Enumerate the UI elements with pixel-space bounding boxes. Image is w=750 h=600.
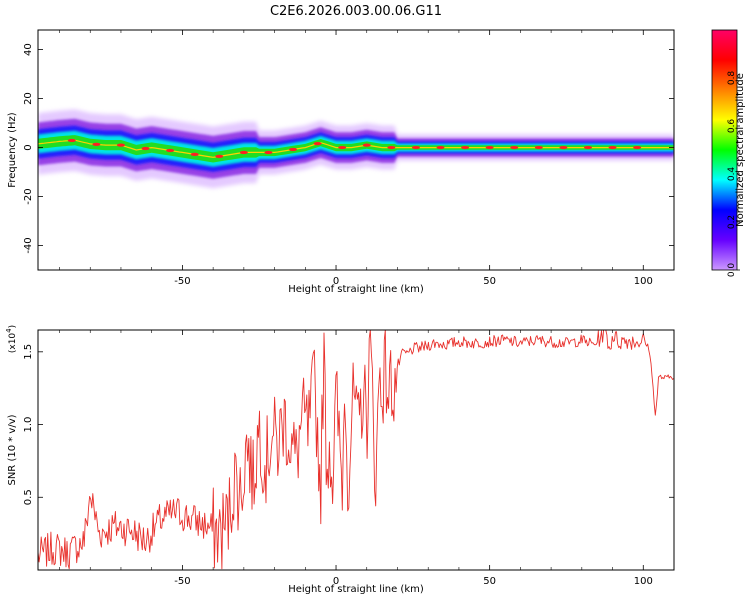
spectrogram-peak — [190, 152, 199, 157]
chart-title: C2E6.2026.003.00.06.G11 — [270, 4, 442, 19]
y-tick-label: -20 — [23, 188, 34, 204]
spectrogram-peak — [313, 142, 322, 146]
x-tick-label: 100 — [634, 276, 653, 287]
x-tick-label: -50 — [174, 576, 190, 587]
spectrogram-peak — [461, 145, 470, 150]
spectrogram-peak — [436, 145, 445, 150]
snr-frame — [37, 329, 675, 571]
spectrogram-peak — [289, 147, 298, 152]
spectrogram-peak — [116, 143, 125, 147]
x-tick-label: -50 — [174, 276, 190, 287]
colorbar-tick-label: 0.8 — [727, 71, 737, 86]
spectrogram-peak — [92, 142, 101, 146]
spectrogram-x-label: Height of straight line (km) — [288, 284, 424, 295]
snr-x-label: Height of straight line (km) — [288, 584, 424, 595]
spectrogram-peak — [166, 148, 175, 153]
snr-series-line — [38, 330, 674, 570]
colorbar-tick-label: 0.4 — [727, 167, 737, 182]
spectrogram-frame — [37, 29, 675, 271]
snr-panel: -50 0 50 100 0.5 1.0 1.5 SNR (10 * v/v) Height… — [5, 325, 675, 595]
spectrogram-peak — [338, 145, 347, 150]
spectrogram-peak — [264, 150, 273, 155]
colorbar-tick-label: 0.6 — [727, 119, 737, 134]
spectrogram-peak — [387, 145, 396, 150]
colorbar: 0.0 0.2 0.4 0.6 0.8 Normalized spectral ampl… — [711, 29, 746, 278]
spectrogram-peak — [534, 145, 543, 150]
x-tick-label: 0 — [333, 576, 339, 587]
spectrogram-peak — [141, 146, 150, 151]
spectrogram-image — [38, 30, 674, 270]
x-tick-label: 100 — [634, 576, 653, 587]
snr-scale-label: (x104) — [5, 325, 18, 353]
spectrogram-peak — [583, 145, 592, 150]
x-tick-label: 0 — [333, 276, 339, 287]
spectrogram-peak — [215, 154, 224, 158]
y-tick-label: -40 — [23, 237, 34, 253]
x-tick-label: 50 — [483, 576, 496, 587]
colorbar-tick-label: 0.0 — [727, 263, 737, 278]
y-tick-label: 20 — [23, 92, 34, 105]
spectrogram-y-label: Frequency (Hz) — [7, 112, 18, 188]
spectrogram-panel: -50 0 50 100 -40 -20 0 20 40 Frequency (Hz) Heig… — [7, 29, 675, 295]
y-tick-label: 0 — [23, 144, 34, 150]
colorbar-label: Normalized spectral amplitude — [735, 73, 746, 227]
spectrogram-peak — [510, 145, 519, 150]
spectrogram-peak — [559, 145, 568, 150]
spectrogram-peak — [633, 145, 642, 150]
y-tick-label: 1.0 — [23, 417, 34, 433]
spectrogram-peak — [362, 143, 371, 147]
y-tick-label: 40 — [23, 43, 34, 56]
spectrogram-peak — [411, 145, 420, 150]
spectrogram-peak — [608, 145, 617, 150]
spectrogram-peak — [485, 145, 494, 150]
y-tick-label: 0.5 — [23, 489, 34, 505]
spectrogram-peak — [67, 138, 76, 143]
spectrogram-peak — [239, 150, 248, 155]
x-tick-label: 50 — [483, 276, 496, 287]
colorbar-tick-label: 0.2 — [727, 215, 737, 229]
snr-plot-area — [38, 330, 674, 570]
colorbar-gradient — [711, 29, 738, 271]
y-tick-label: 1.5 — [23, 344, 34, 360]
snr-y-label: SNR (10 * v/v) — [7, 414, 18, 485]
